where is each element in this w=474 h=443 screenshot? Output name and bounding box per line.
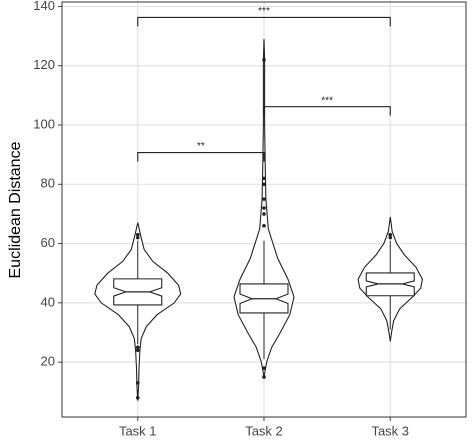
outlier: [262, 197, 266, 201]
outlier: [262, 212, 266, 216]
outlier: [262, 375, 266, 379]
y-tick-label: 120: [33, 57, 55, 72]
significance-label: ***: [321, 95, 333, 106]
y-tick-label: 100: [33, 116, 55, 131]
outlier: [262, 224, 266, 228]
outlier: [135, 345, 140, 350]
significance-bracket: [263, 106, 391, 116]
outlier: [262, 58, 266, 62]
outlier: [262, 176, 266, 181]
significance-bracket: [137, 16, 391, 27]
outlier: [135, 395, 140, 400]
x-tick-label: Task 2: [245, 423, 283, 438]
y-axis-title: Euclidean Distance: [7, 141, 24, 278]
significance-label: ***: [258, 6, 270, 17]
significance-label: **: [197, 141, 205, 152]
outlier: [135, 232, 140, 237]
y-tick-label: 40: [41, 294, 55, 309]
outlier: [262, 182, 266, 187]
y-tick-label: 60: [41, 235, 55, 250]
outlier: [262, 366, 266, 370]
x-tick-label: Task 1: [119, 423, 157, 438]
outlier: [388, 235, 393, 240]
x-tick-label: Task 3: [371, 423, 409, 438]
significance-bracket: [137, 152, 265, 162]
outlier: [135, 235, 140, 240]
outlier: [135, 348, 140, 353]
outlier: [388, 232, 393, 237]
outlier: [135, 381, 140, 385]
panel-border: [61, 1, 467, 418]
y-tick-label: 140: [33, 0, 55, 13]
y-tick-label: 80: [41, 176, 55, 191]
outlier: [262, 206, 266, 210]
y-tick-label: 20: [41, 354, 55, 369]
